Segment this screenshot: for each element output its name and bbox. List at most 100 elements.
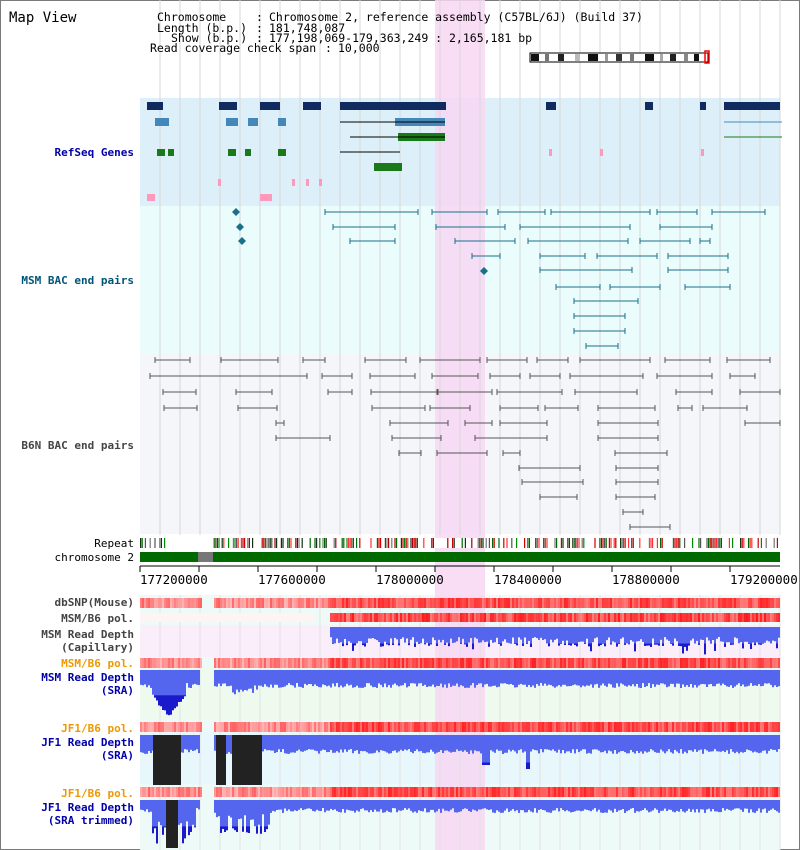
jf1-trim-depth-bar <box>266 826 268 830</box>
jf1-trim-depth-bar <box>748 800 750 813</box>
msm-pol2-cell <box>648 658 650 668</box>
msm-sra-depth-bar <box>356 670 358 686</box>
msm-pol-cell <box>600 613 602 622</box>
jf1-pol-cell <box>776 722 778 732</box>
jf1-sra-depth-bar <box>390 735 392 754</box>
jf1-sra-depth-bar <box>654 735 656 753</box>
jf1-pol2-cell <box>752 787 754 797</box>
track-label-repeat[interactable]: Repeat <box>94 537 134 550</box>
track-label-msm-depth-sra[interactable]: MSM Read Depth <box>41 671 134 684</box>
track-label-refseq[interactable]: RefSeq Genes <box>54 146 134 159</box>
jf1-trim-depth-bar <box>418 800 420 811</box>
jf1-pol-cell <box>306 722 308 732</box>
jf1-trim-depth-bar <box>496 800 498 811</box>
dbsnp-cell <box>324 598 326 608</box>
jf1-trim-depth-bar <box>228 800 230 816</box>
jf1-sra-depth-bar <box>656 735 658 753</box>
msm-cap-depth-bar <box>408 643 410 646</box>
jf1-pol-cell <box>726 722 728 732</box>
track-label-msm-depth-capillary[interactable]: MSM Read Depth <box>41 628 134 641</box>
jf1-trim-depth-bar <box>466 800 468 809</box>
msm-pol2-cell <box>230 658 232 668</box>
jf1-pol-cell <box>294 722 296 732</box>
msm-pol2-cell <box>540 658 542 668</box>
msm-pol2-cell <box>692 658 694 668</box>
msm-pol2-cell <box>282 658 284 668</box>
jf1-sra-depth-bar <box>622 735 624 751</box>
repeat-element <box>503 538 505 548</box>
repeat-element <box>394 538 396 548</box>
jf1-sra-depth-bar <box>416 735 418 750</box>
track-label-jf1-depth-trimmed[interactable]: JF1 Read Depth <box>41 801 134 814</box>
msm-sra-depth-bar <box>176 695 178 707</box>
jf1-pol2-cell <box>642 787 644 797</box>
jf1-pol-cell <box>522 722 524 732</box>
dbsnp-cell <box>334 598 336 608</box>
msm-cap-depth-bar <box>600 643 602 645</box>
jf1-sra-depth-bar <box>190 735 192 750</box>
msm-pol2-cell <box>694 658 696 668</box>
msm-pol-cell <box>690 613 692 622</box>
dbsnp-cell <box>476 598 478 608</box>
track-label-msm-b6-pol-1[interactable]: MSM/B6 pol. <box>61 612 134 625</box>
track-label-jf1-b6-pol-1[interactable]: JF1/B6 pol. <box>61 722 134 735</box>
gene-block <box>549 149 552 156</box>
jf1-pol-cell <box>304 722 306 732</box>
repeat-element <box>335 538 337 548</box>
jf1-pol-cell <box>482 722 484 732</box>
track-label-dbsnp[interactable]: dbSNP(Mouse) <box>54 596 134 609</box>
track-label-msm-bac[interactable]: MSM BAC end pairs <box>21 274 134 287</box>
msm-sra-depth-bar <box>448 670 450 684</box>
jf1-pol-cell <box>578 722 580 732</box>
msm-pol2-cell <box>760 658 762 668</box>
msm-pol2-cell <box>366 658 368 668</box>
jf1-pol-cell <box>562 722 564 732</box>
jf1-sra-depth-bar <box>498 735 500 751</box>
msm-pol2-cell <box>320 658 322 668</box>
msm-sra-depth-bar <box>368 670 370 684</box>
msm-sra-depth-bar <box>308 670 310 684</box>
jf1-pol2-cell <box>496 787 498 797</box>
msm-cap-depth-bar <box>736 627 738 639</box>
msm-sra-depth-bar <box>332 670 334 684</box>
jf1-sra-depth-bar <box>544 735 546 750</box>
msm-cap-depth-bar <box>640 627 642 640</box>
show-value: 177,198,069-179,363,249 : 2,165,181 bp <box>269 31 533 45</box>
jf1-pol2-cell <box>344 787 346 797</box>
track-label-jf1-b6-pol-2[interactable]: JF1/B6 pol. <box>61 787 134 800</box>
msm-pol2-cell <box>240 658 242 668</box>
jf1-pol-cell <box>594 722 596 732</box>
jf1-trim-depth-bar <box>432 800 434 810</box>
msm-pol-cell <box>620 613 622 622</box>
jf1-trim-depth-bar <box>380 800 382 810</box>
jf1-sra-depth-bar <box>194 735 196 751</box>
jf1-trim-depth-bar <box>574 800 576 812</box>
jf1-trim-depth-bar <box>772 800 774 809</box>
msm-pol2-cell <box>670 658 672 668</box>
jf1-pol-cell <box>198 722 200 732</box>
msm-pol-cell <box>548 613 550 622</box>
jf1-trim-depth-bar <box>708 800 710 809</box>
msm-pol2-cell <box>746 658 748 668</box>
dbsnp-cell <box>726 598 728 608</box>
msm-pol-cell <box>676 613 678 622</box>
track-label-chromosome[interactable]: chromosome 2 <box>54 551 134 564</box>
track-label-b6n-bac[interactable]: B6N BAC end pairs <box>21 439 134 452</box>
msm-pol-cell <box>488 613 490 622</box>
msm-pol2-cell <box>586 658 588 668</box>
jf1-sra-depth-bar <box>766 735 768 754</box>
jf1-pol2-cell <box>424 787 426 797</box>
track-label-jf1-depth-sra[interactable]: JF1 Read Depth <box>41 736 134 749</box>
msm-cap-depth-bar <box>510 627 512 644</box>
jf1-trim-depth-bar <box>186 800 188 822</box>
jf1-sra-depth-bar <box>526 762 528 769</box>
jf1-pol-cell <box>420 722 422 732</box>
dbsnp-cell <box>424 598 426 608</box>
jf1-pol2-cell <box>254 787 256 797</box>
msm-pol2-cell <box>736 658 738 668</box>
jf1-pol2-cell <box>622 787 624 797</box>
track-label-msm-b6-pol-2[interactable]: MSM/B6 pol. <box>61 657 134 670</box>
jf1-sra-depth-bar <box>370 735 372 754</box>
jf1-trim-depth-bar <box>724 800 726 811</box>
msm-pol-cell <box>528 613 530 622</box>
